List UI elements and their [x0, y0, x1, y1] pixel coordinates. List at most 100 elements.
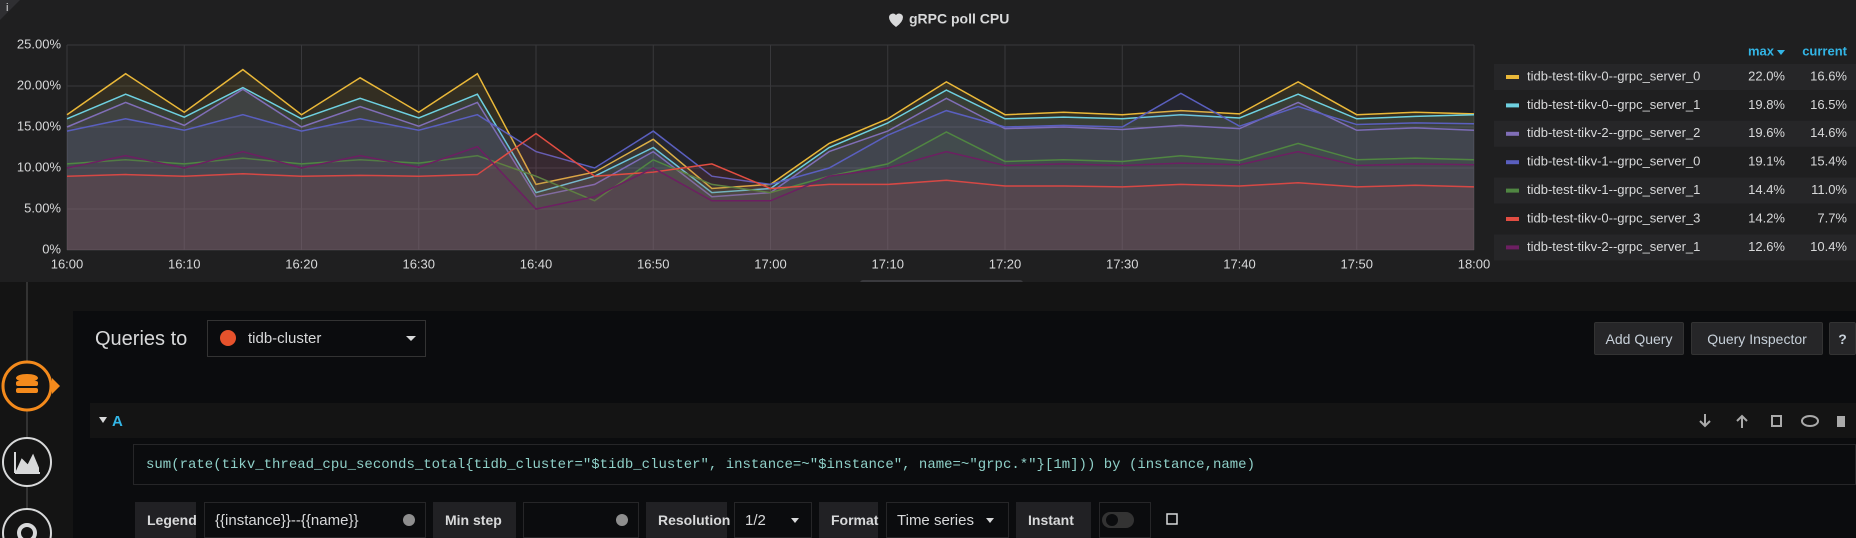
dropdown-caret [791, 518, 799, 523]
query-input[interactable]: sum(rate(tikv_thread_cpu_seconds_total{t… [133, 444, 1856, 485]
db-icon [16, 381, 38, 386]
query-actions [1699, 414, 1845, 428]
legend-max: 19.1% [1748, 154, 1785, 169]
legend-name[interactable]: tidb-test-tikv-1--grpc_server_0 [1527, 154, 1700, 169]
legend-row-bg [1494, 177, 1856, 204]
legend-current: 14.6% [1810, 125, 1847, 140]
db-icon [16, 374, 38, 382]
query-inspector-button[interactable]: Query Inspector [1691, 322, 1823, 355]
caret [99, 417, 107, 423]
dropdown-caret [406, 336, 416, 341]
format-select[interactable]: Time series [886, 502, 1009, 538]
resize-handle[interactable] [860, 280, 1023, 282]
legend-marker [1506, 131, 1519, 136]
move-up[interactable] [1736, 414, 1748, 428]
legend-input[interactable]: {{instance}}--{{name}} [204, 502, 426, 538]
legend-label: Legend [135, 502, 197, 538]
legend-name[interactable]: tidb-test-tikv-1--grpc_server_1 [1527, 182, 1700, 197]
y-tick-label: 0% [42, 241, 61, 256]
legend-marker [1506, 75, 1519, 79]
legend-current: 16.5% [1810, 97, 1847, 112]
title-icon [889, 13, 903, 27]
x-tick-label: 17:40 [1223, 256, 1256, 271]
series-line [66, 92, 1475, 186]
series-line [66, 145, 1475, 210]
legend-name[interactable]: tidb-test-tikv-0--grpc_server_3 [1527, 210, 1700, 225]
x-tick-label: 17:50 [1340, 256, 1373, 271]
legend-marker [1506, 188, 1519, 193]
legend-max: 22.0% [1748, 68, 1785, 83]
series-area [67, 146, 1474, 250]
add-query-button[interactable]: Add Query [1594, 322, 1684, 355]
chart-title: gRPC poll CPU [909, 11, 1009, 27]
datasource-picker[interactable]: tidb-cluster [207, 320, 426, 357]
legend-name[interactable]: tidb-test-tikv-2--grpc_server_1 [1527, 239, 1700, 254]
x-tick-label: 17:20 [989, 256, 1022, 271]
x-tick-label: 17:30 [1106, 256, 1139, 271]
legend-name[interactable]: tidb-test-tikv-0--grpc_server_0 [1527, 68, 1700, 83]
series-line [66, 132, 1475, 190]
legend-header[interactable]: max [1748, 43, 1775, 58]
legend-row-bg [1494, 234, 1856, 261]
instant-label: Instant [1016, 502, 1091, 538]
legend-current: 10.4% [1810, 239, 1847, 254]
editor-sidebar [1, 282, 60, 538]
x-tick-label: 16:50 [637, 256, 670, 271]
legend-current: 15.4% [1810, 154, 1847, 169]
resolution-label: Resolution [646, 502, 730, 538]
switch-knob [1106, 514, 1118, 526]
x-tick-label: 16:00 [51, 256, 84, 271]
viz-icon [14, 452, 40, 474]
graph-panel: i gRPC poll CPU max current 0% 5.00% 10.00… [0, 0, 1856, 282]
legend-name[interactable]: tidb-test-tikv-0--grpc_server_1 [1527, 97, 1700, 112]
series-area [67, 87, 1474, 250]
x-tick-label: 16:30 [402, 256, 435, 271]
legend-current: 16.6% [1810, 68, 1847, 83]
query-ref[interactable]: A [112, 412, 123, 430]
y-tick-label: 15.00% [17, 118, 62, 133]
move-down[interactable] [1699, 414, 1711, 428]
remove-query[interactable] [1837, 416, 1845, 427]
y-tick-label: 20.00% [17, 77, 62, 92]
help-button[interactable]: ? [1829, 322, 1856, 355]
x-tick-label: 16:20 [285, 256, 318, 271]
legend-max: 14.2% [1748, 210, 1785, 225]
info-icon [616, 514, 628, 526]
toggle-visibility[interactable] [1801, 415, 1819, 427]
series-area [67, 89, 1474, 250]
legend-name[interactable]: tidb-test-tikv-2--grpc_server_2 [1527, 125, 1700, 140]
sort-caret [1777, 50, 1785, 55]
min-step-label: Min step [433, 502, 516, 538]
series-area [67, 93, 1474, 250]
duplicate[interactable] [1771, 415, 1782, 427]
dropdown-caret [986, 518, 994, 523]
x-tick-label: 17:10 [871, 256, 904, 271]
legend-row-bg [1494, 64, 1856, 90]
legend-marker [1506, 245, 1519, 250]
y-tick-label: 25.00% [17, 36, 62, 51]
format-label: Format [819, 502, 878, 538]
queries-to-label: Queries to [95, 327, 188, 350]
legend-max: 19.8% [1748, 97, 1785, 112]
legend-marker [1506, 217, 1519, 221]
resolution-select[interactable]: 1/2 [734, 502, 812, 538]
legend-row-bg [1494, 120, 1856, 147]
y-tick-label: 5.00% [24, 200, 61, 215]
legend-header[interactable]: current [1802, 43, 1847, 58]
y-tick-label: 10.00% [17, 159, 62, 174]
min-step-input[interactable] [523, 502, 639, 538]
collapse-caret[interactable] [99, 416, 115, 426]
tab-arrow [52, 378, 60, 394]
legend-current: 11.0% [1811, 182, 1847, 197]
legend-max: 12.6% [1748, 239, 1785, 254]
info-icon[interactable]: i [6, 2, 8, 14]
series-line [66, 131, 1475, 202]
visualization-tab[interactable] [2, 437, 52, 487]
legend-max: 14.4% [1748, 182, 1785, 197]
share-icon[interactable] [1166, 513, 1178, 525]
datasource-decor [220, 330, 416, 346]
legend-marker [1506, 103, 1519, 108]
x-tick-label: 18:00 [1458, 256, 1491, 271]
db-icon [16, 388, 38, 393]
